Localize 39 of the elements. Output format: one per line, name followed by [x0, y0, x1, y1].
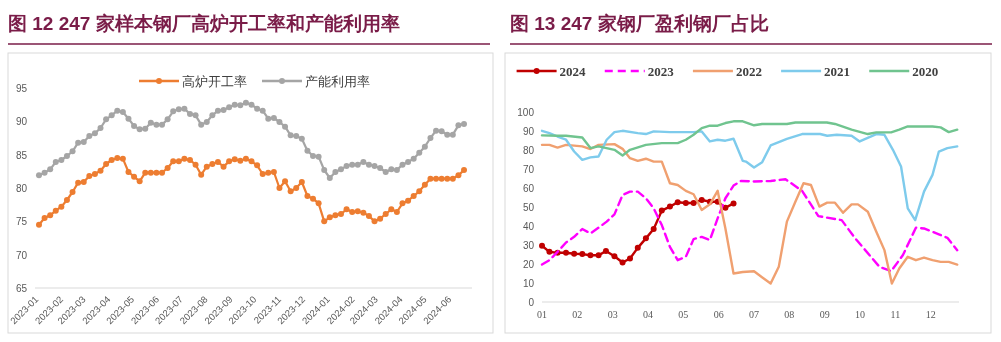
y-tick-label: 40	[522, 221, 535, 232]
y-tick-label: 50	[522, 202, 535, 213]
chart-title: 图 13 247 家钢厂盈利钢厂占比	[510, 13, 769, 34]
x-tick-label: 03	[607, 309, 618, 320]
x-tick-label: 12	[925, 309, 936, 320]
y-tick-label: 0	[528, 297, 535, 308]
y-tick-label: 90	[522, 126, 535, 137]
y-tick-label: 70	[522, 164, 535, 175]
legend-label: 2022	[735, 64, 762, 79]
y-tick-label: 70	[15, 249, 28, 261]
y-tick-label: 100	[517, 107, 535, 118]
y-tick-label: 65	[15, 283, 28, 294]
legend-label: 高炉开工率	[182, 74, 247, 89]
x-tick-label: 11	[890, 309, 901, 320]
x-tick-label: 08	[784, 309, 795, 320]
y-tick-label: 95	[15, 83, 28, 94]
y-tick-label: 60	[522, 183, 535, 194]
y-tick-label: 80	[522, 145, 535, 156]
chart-title: 图 12 247 家样本钢厂高炉开工率和产能利用率	[8, 13, 400, 34]
x-tick-label: 06	[713, 309, 724, 320]
y-tick-label: 10	[522, 278, 535, 289]
x-tick-label: 02	[572, 309, 583, 320]
y-tick-label: 90	[15, 116, 28, 128]
x-tick-label: 01	[537, 309, 547, 320]
y-tick-label: 20	[522, 259, 535, 270]
legend-label: 2020	[912, 64, 939, 79]
x-tick-label: 10	[855, 309, 866, 320]
y-tick-label: 85	[15, 149, 28, 161]
y-tick-label: 75	[15, 216, 28, 228]
y-tick-label: 30	[522, 240, 535, 251]
legend-label: 2021	[824, 64, 851, 79]
legend-label: 2024	[559, 64, 587, 79]
x-tick-label: 07	[749, 309, 760, 320]
y-tick-label: 80	[15, 183, 28, 194]
x-tick-label: 04	[643, 309, 654, 320]
legend-label: 2023	[647, 64, 675, 79]
legend-label: 产能利用率	[305, 74, 370, 89]
x-tick-label: 09	[819, 309, 830, 320]
x-tick-label: 05	[678, 309, 689, 320]
